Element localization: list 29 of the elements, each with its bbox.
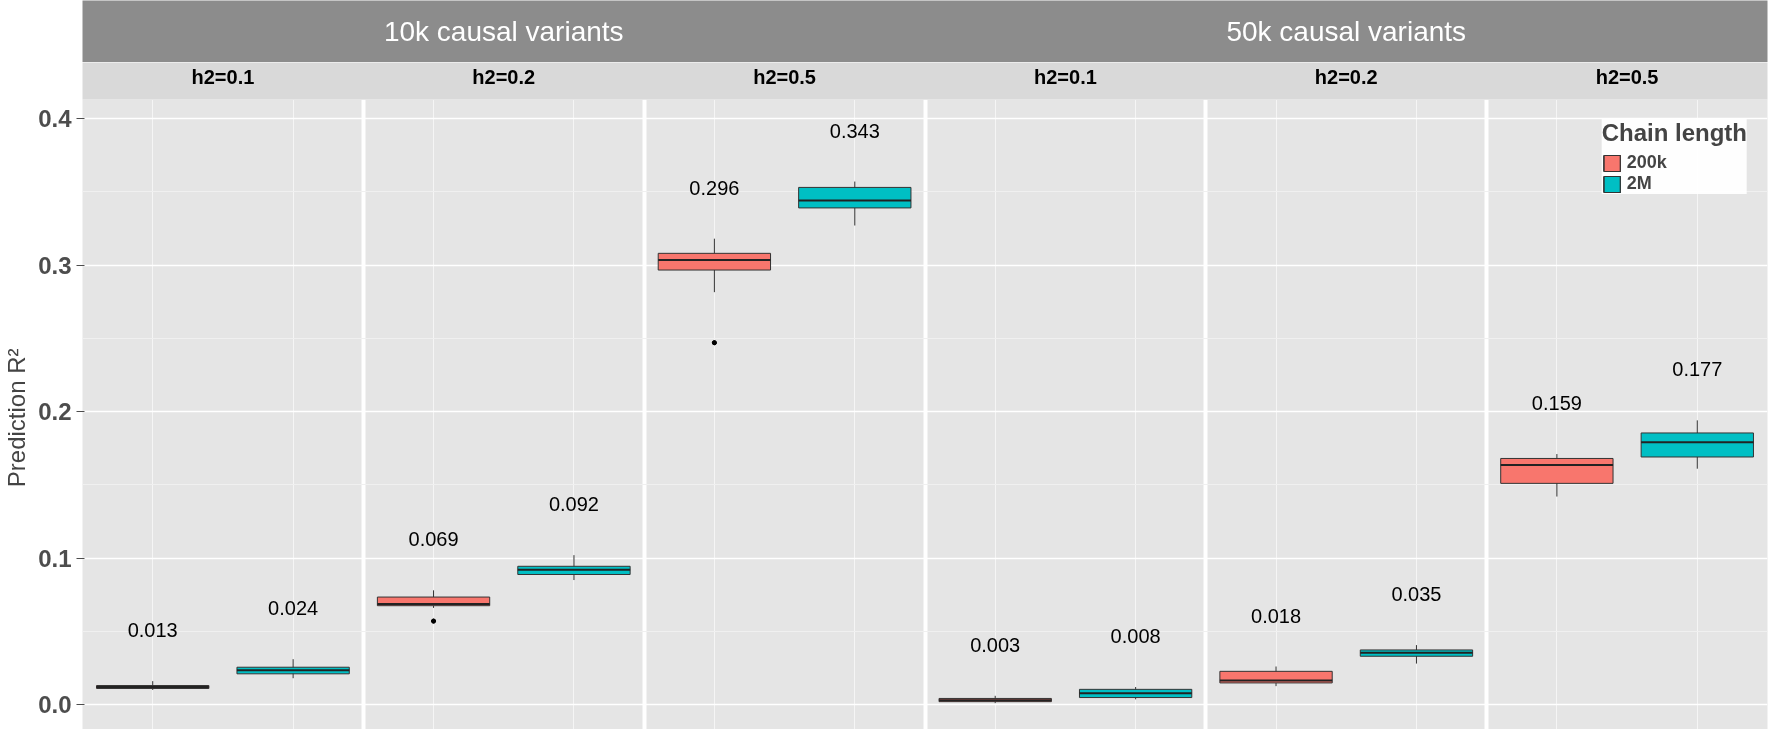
legend-label: 200k	[1626, 152, 1667, 173]
text: 0.003	[970, 633, 1021, 656]
y-tick-label: 0.4	[38, 105, 73, 133]
y-tick-label: 0.3	[38, 251, 72, 279]
x-tick-label: h2=0.5	[1595, 65, 1659, 88]
text: 10k causal variants	[383, 16, 624, 47]
text: 50k causal variants	[1226, 16, 1467, 47]
text: 0.008	[1110, 625, 1161, 648]
text: 0.159	[1531, 392, 1582, 415]
y-axis-title: Prediction R²	[3, 348, 31, 488]
text: 0.035	[1391, 583, 1442, 606]
x-tick-label: h2=0.2	[1314, 65, 1378, 88]
text: 0.296	[689, 176, 740, 199]
text: 0.018	[1251, 604, 1302, 627]
text: 0.024	[268, 597, 319, 620]
x-tick-label: h2=0.1	[1034, 65, 1097, 88]
legend-title: Chain length	[1601, 119, 1747, 147]
y-tick-label: 0.2	[38, 398, 72, 426]
text: 0.343	[829, 119, 880, 142]
x-tick-label: h2=0.2	[472, 65, 536, 88]
text: 0.013	[127, 619, 178, 642]
y-tick-label: 0.1	[38, 544, 72, 572]
x-tick-label: h2=0.1	[191, 65, 255, 88]
y-tick-label: 0.0	[38, 691, 72, 719]
x-tick-label: h2=0.5	[753, 65, 816, 88]
legend-label: 2M	[1626, 173, 1652, 194]
text: 0.092	[548, 493, 599, 516]
text: 0.177	[1672, 358, 1723, 381]
text: 0.069	[408, 528, 459, 551]
